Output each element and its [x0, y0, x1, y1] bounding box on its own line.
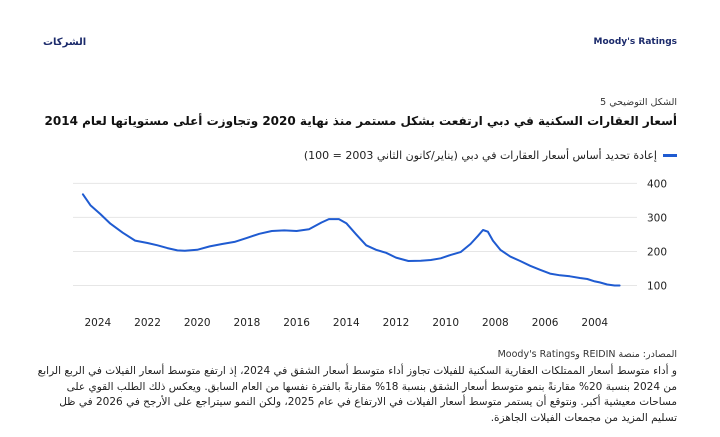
header-company-label: الشركات — [43, 37, 87, 48]
header-brand-label: Moody's Ratings — [593, 37, 677, 47]
x-tick-label: 2004 — [581, 317, 608, 329]
x-tick-label: 2016 — [283, 317, 310, 329]
chart-title: أسعار العقارات السكنية في دبي ارتفعت بشك… — [44, 114, 677, 128]
legend-swatch — [663, 154, 677, 157]
body-paragraph: و أداء متوسط أسعار الممتلكات العقارية ال… — [37, 365, 677, 424]
x-tick-label: 2006 — [532, 317, 559, 329]
x-tick-label: 2012 — [383, 317, 410, 329]
x-tick-label: 2022 — [134, 317, 161, 329]
chart-legend: إعادة تحديد أساس أسعار العقارات في دبي (… — [304, 149, 677, 162]
figure-number: الشكل التوضيحي 5 — [600, 97, 677, 108]
chart-source: المصادر: منصة REIDIN وMoody's Ratings — [497, 349, 677, 360]
y-tick-label: 100 — [647, 280, 667, 292]
series-line-dubai-price-index — [81, 193, 621, 287]
x-tick-label: 2018 — [234, 317, 261, 329]
x-tick-label: 2008 — [482, 317, 509, 329]
x-tick-label: 2014 — [333, 317, 360, 329]
x-tick-label: 2024 — [84, 317, 111, 329]
x-tick-label: 2020 — [184, 317, 211, 329]
x-axis-ticks: 2004 2006 2008 2010 2012 2014 2016 2018 2020 2022… — [84, 317, 608, 329]
x-tick-label: 2010 — [432, 317, 459, 329]
legend-label: إعادة تحديد أساس أسعار العقارات في دبي (… — [303, 149, 657, 162]
y-tick-label: 400 — [647, 178, 667, 190]
y-tick-label: 300 — [647, 212, 667, 224]
gridlines — [73, 182, 637, 286]
y-tick-label: 200 — [647, 246, 667, 258]
y-axis-ticks: 100 200 300 400 — [647, 178, 667, 292]
